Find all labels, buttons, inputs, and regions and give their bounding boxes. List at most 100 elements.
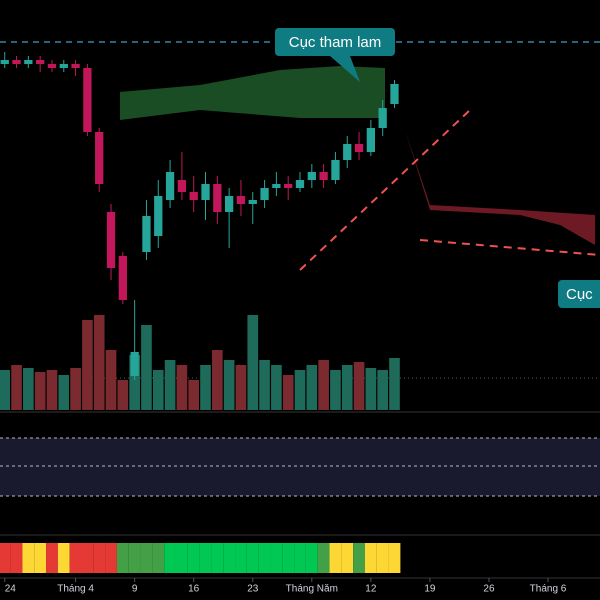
volume-bar xyxy=(11,365,22,410)
heat-cell xyxy=(10,543,23,573)
heat-cell xyxy=(152,543,165,573)
volume-bar xyxy=(318,360,329,410)
volume-bar xyxy=(271,365,282,410)
badge xyxy=(558,280,600,308)
candle-body xyxy=(225,196,234,212)
heat-cell xyxy=(270,543,283,573)
volume-bar xyxy=(93,315,105,410)
x-tick-label: Tháng 4 xyxy=(57,584,94,595)
candle-body xyxy=(106,212,116,268)
candle-body xyxy=(118,256,127,300)
heat-cell xyxy=(211,543,224,573)
volume-bar xyxy=(58,375,70,410)
x-tick-label: 23 xyxy=(247,584,259,595)
candle-body xyxy=(59,64,68,68)
volume-bar xyxy=(377,370,388,410)
candle-body xyxy=(36,60,45,64)
trend-line xyxy=(419,239,600,256)
candle-body xyxy=(390,84,399,104)
trend-line xyxy=(299,109,471,271)
volume-bar xyxy=(212,350,223,410)
volume-bar xyxy=(341,365,353,410)
heat-cell xyxy=(140,543,153,573)
heat-cell xyxy=(0,543,11,573)
volume-bar xyxy=(353,362,365,410)
heat-cell xyxy=(46,543,58,573)
x-tick-label: 19 xyxy=(424,584,436,595)
heat-cell xyxy=(128,543,141,573)
heat-cell xyxy=(341,543,354,573)
candle-body xyxy=(295,180,305,188)
candle-body xyxy=(236,196,246,204)
heat-cell xyxy=(81,543,94,573)
volume-bar xyxy=(282,375,294,410)
oscillator-band xyxy=(0,438,600,496)
volume-bar xyxy=(0,370,11,410)
candle-body xyxy=(24,60,33,64)
candle-body xyxy=(165,172,175,200)
x-tick-label: Tháng 6 xyxy=(530,584,567,595)
volume-bar xyxy=(223,360,235,410)
candle-body xyxy=(331,160,340,180)
candle-body xyxy=(142,216,151,252)
cloud xyxy=(120,66,385,120)
badge xyxy=(275,28,395,56)
heat-cell xyxy=(258,543,271,573)
volume-bar xyxy=(129,355,140,410)
volume-bar xyxy=(247,315,259,410)
x-tick-label: 26 xyxy=(483,584,495,595)
heat-cell xyxy=(329,543,342,573)
candle-body xyxy=(47,64,57,68)
volume-bar xyxy=(200,365,211,410)
heat-cell xyxy=(364,543,377,573)
heat-cell xyxy=(57,543,70,573)
volume-bar xyxy=(152,370,164,410)
candle-body xyxy=(307,172,316,180)
volume-bar xyxy=(46,370,58,410)
heat-cell xyxy=(246,543,259,573)
cloud-red xyxy=(405,130,595,245)
volume-bar xyxy=(141,325,152,410)
x-tick-label: 24 xyxy=(5,584,17,595)
x-tick-label: 9 xyxy=(132,584,138,595)
candle-body xyxy=(83,68,92,132)
volume-bar xyxy=(164,360,176,410)
volume-bar xyxy=(176,365,188,410)
candle-body xyxy=(189,192,198,200)
heat-cell xyxy=(175,543,188,573)
candle-body xyxy=(0,60,9,64)
heat-cell xyxy=(223,543,236,573)
candle-body xyxy=(354,144,364,152)
candle-body xyxy=(177,180,187,192)
volume-bar xyxy=(235,365,247,410)
heat-cell xyxy=(305,543,318,573)
volume-bar xyxy=(389,358,400,410)
badge-pointer xyxy=(330,56,360,82)
heat-cell xyxy=(22,543,35,573)
badge-label: Cục xyxy=(566,286,593,303)
heat-cell xyxy=(235,543,247,573)
volume-bar xyxy=(82,320,93,410)
volume-bar xyxy=(330,370,341,410)
volume-bar xyxy=(306,365,318,410)
badge-label: Cục tham lam xyxy=(289,34,382,51)
candle-body xyxy=(95,132,104,184)
volume-bar xyxy=(365,368,377,410)
volume-bar xyxy=(105,350,117,410)
candle-body xyxy=(284,184,293,188)
candle-body xyxy=(213,184,222,212)
candle-body xyxy=(130,352,139,376)
heat-cell xyxy=(353,543,365,573)
candle-body xyxy=(319,172,328,180)
candle-body xyxy=(366,128,375,152)
heat-cell xyxy=(116,543,129,573)
x-tick-label: Tháng Năm xyxy=(286,584,338,595)
heat-cell xyxy=(199,543,212,573)
volume-bar xyxy=(23,368,34,410)
volume-bar xyxy=(70,368,81,410)
heat-cell xyxy=(164,543,176,573)
heat-cell xyxy=(93,543,106,573)
volume-bar xyxy=(259,360,270,410)
heat-cell xyxy=(376,543,389,573)
